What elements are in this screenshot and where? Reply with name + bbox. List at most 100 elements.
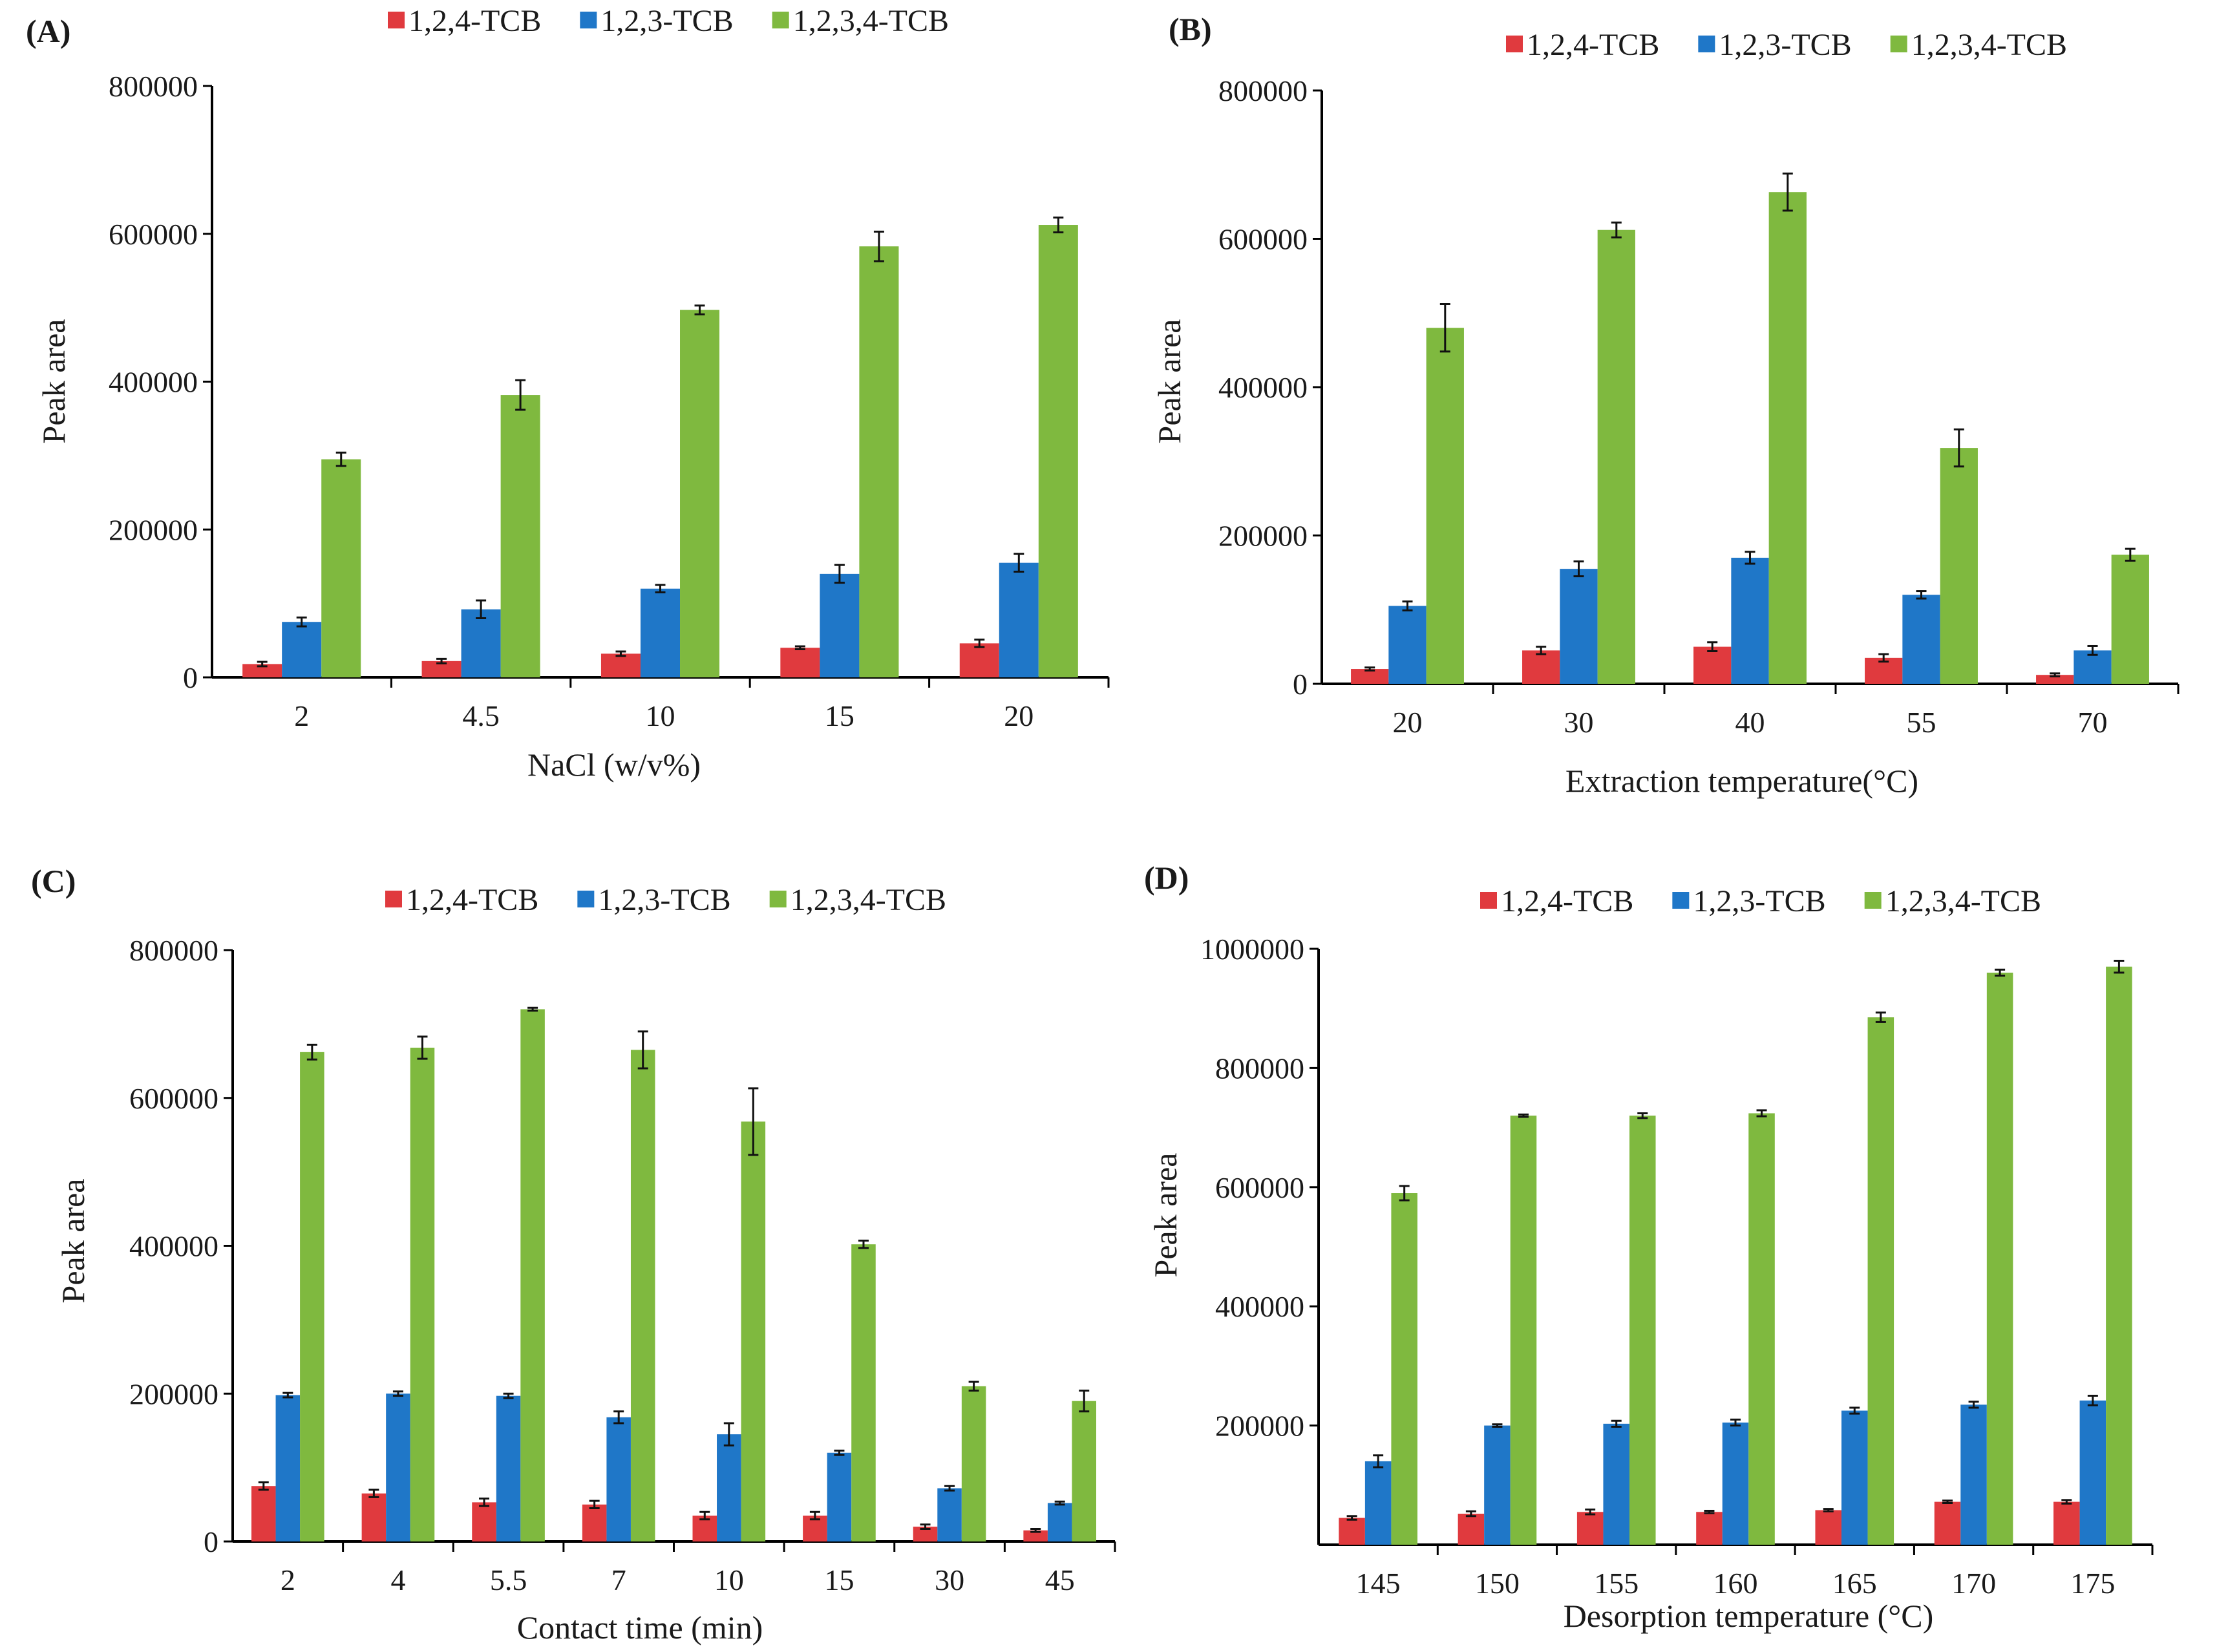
bar-1-2-3-TCB-7 <box>606 1417 631 1541</box>
y-tick-label: 400000 <box>1215 1290 1304 1323</box>
bar-1-2-3-4-TCB-30 <box>1597 229 1635 684</box>
panel-label: (C) <box>31 863 76 899</box>
bar-1-2-3-4-TCB-175 <box>2106 966 2132 1545</box>
bar-1-2-3-4-TCB-2 <box>321 459 361 677</box>
y-tick-label: 1000000 <box>1200 933 1304 966</box>
bar-1-2-3-TCB-15 <box>827 1452 852 1541</box>
bar-1-2-3-TCB-4.5 <box>461 609 501 677</box>
bar-1-2-3-4-TCB-165 <box>1867 1017 1894 1545</box>
chart-panel-2: (C) 1,2,4-TCB 1,2,3-TCB 1,2,3,4-TCB 0 200000 4… <box>31 863 1116 1646</box>
bar-1-2-3-4-TCB-170 <box>1986 972 2013 1545</box>
y-tick-label: 200000 <box>1215 1410 1304 1443</box>
legend-swatch <box>1480 892 1497 909</box>
x-tick-label: 4 <box>390 1563 405 1596</box>
x-tick-label: 55 <box>1907 706 1936 739</box>
x-tick-label: 175 <box>2070 1567 2115 1600</box>
bar-1-2-4-TCB-40 <box>1693 646 1732 684</box>
bar-1-2-3-TCB-10 <box>717 1434 741 1541</box>
bar-1-2-3-TCB-55 <box>1902 595 1940 684</box>
y-tick-label: 800000 <box>1218 74 1308 107</box>
x-tick-label: 20 <box>1004 699 1034 732</box>
bar-1-2-3-4-TCB-4 <box>410 1047 435 1541</box>
bar-1-2-3-4-TCB-155 <box>1629 1116 1656 1545</box>
bar-1-2-4-TCB-175 <box>2053 1501 2080 1545</box>
bar-1-2-3-TCB-2 <box>282 622 322 677</box>
legend-label: 1,2,4-TCB <box>1527 28 1659 62</box>
x-tick-label: 30 <box>1564 706 1594 739</box>
x-tick-label: 160 <box>1713 1567 1758 1600</box>
legend-label: 1,2,3,4-TCB <box>793 4 949 38</box>
bar-1-2-3-TCB-4 <box>386 1393 410 1541</box>
x-tick-label: 40 <box>1735 706 1765 739</box>
legend-label: 1,2,3-TCB <box>598 883 730 917</box>
x-tick-label: 15 <box>825 699 854 732</box>
x-tick-label: 45 <box>1045 1563 1075 1596</box>
bar-1-2-3-4-TCB-15 <box>851 1244 876 1541</box>
y-tick-label: 400000 <box>129 1230 218 1263</box>
bar-1-2-3-4-TCB-2 <box>300 1052 324 1541</box>
bar-1-2-3-TCB-40 <box>1731 557 1769 684</box>
x-tick-label: 145 <box>1356 1567 1401 1600</box>
bar-1-2-3-4-TCB-10 <box>680 310 720 677</box>
bar-1-2-3-4-TCB-145 <box>1391 1193 1417 1545</box>
y-axis-title: Peak area <box>36 319 72 444</box>
x-tick-label: 170 <box>1951 1567 1996 1600</box>
y-tick-label: 0 <box>204 1525 218 1558</box>
legend-label: 1,2,4-TCB <box>1501 884 1633 918</box>
y-tick-label: 800000 <box>109 70 198 103</box>
legend-swatch <box>1864 892 1882 909</box>
bar-1-2-4-TCB-2 <box>242 664 282 677</box>
legend-swatch <box>577 891 595 907</box>
bar-1-2-3-4-TCB-7 <box>630 1050 655 1541</box>
bar-1-2-3-4-TCB-30 <box>961 1386 986 1541</box>
bar-1-2-3-TCB-10 <box>640 588 681 677</box>
bar-1-2-4-TCB-5.5 <box>472 1502 496 1541</box>
y-tick-label: 200000 <box>129 1377 218 1410</box>
legend-label: 1,2,4-TCB <box>408 4 541 38</box>
x-tick-label: 20 <box>1393 706 1423 739</box>
bar-1-2-4-TCB-7 <box>582 1504 607 1541</box>
bar-1-2-4-TCB-70 <box>2036 675 2074 684</box>
y-axis-title: Peak area <box>1147 1153 1183 1278</box>
x-axis-title: NaCl (w/v%) <box>527 747 701 783</box>
y-tick-label: 600000 <box>109 218 198 251</box>
bar-1-2-3-TCB-175 <box>2079 1400 2106 1545</box>
legend-swatch <box>1506 36 1523 52</box>
x-tick-label: 10 <box>714 1563 744 1596</box>
bar-1-2-4-TCB-150 <box>1458 1514 1485 1545</box>
y-tick-label: 600000 <box>1218 223 1308 256</box>
bar-1-2-3-TCB-170 <box>1960 1404 1987 1545</box>
bar-1-2-4-TCB-155 <box>1576 1512 1604 1545</box>
y-tick-label: 0 <box>183 661 198 694</box>
bar-1-2-4-TCB-170 <box>1934 1501 1961 1545</box>
legend-label: 1,2,3-TCB <box>1693 884 1825 918</box>
bar-1-2-3-TCB-45 <box>1047 1503 1072 1541</box>
bar-1-2-4-TCB-10 <box>600 653 641 677</box>
bar-1-2-4-TCB-45 <box>1023 1530 1048 1541</box>
bar-1-2-3-TCB-155 <box>1603 1423 1629 1545</box>
bar-1-2-3-4-TCB-70 <box>2111 555 2149 684</box>
bar-1-2-3-TCB-15 <box>820 573 860 677</box>
legend-swatch <box>772 12 789 28</box>
bar-1-2-4-TCB-20 <box>1351 669 1389 684</box>
bar-1-2-4-TCB-20 <box>959 643 999 677</box>
bar-1-2-3-TCB-5.5 <box>496 1395 521 1541</box>
x-tick-label: 165 <box>1832 1567 1877 1600</box>
bar-1-2-3-4-TCB-55 <box>1940 448 1978 684</box>
bar-1-2-3-TCB-150 <box>1484 1425 1511 1545</box>
y-tick-label: 600000 <box>1215 1171 1304 1204</box>
x-tick-label: 4.5 <box>462 699 500 732</box>
y-tick-label: 200000 <box>1218 520 1308 553</box>
legend-swatch <box>769 891 787 907</box>
y-tick-label: 400000 <box>1218 371 1308 404</box>
bar-1-2-3-4-TCB-5.5 <box>520 1009 545 1541</box>
bar-1-2-3-4-TCB-45 <box>1072 1401 1096 1541</box>
x-tick-label: 2 <box>281 1563 295 1596</box>
bar-1-2-4-TCB-30 <box>913 1527 938 1541</box>
y-tick-label: 400000 <box>109 366 198 399</box>
panel-label: (B) <box>1169 11 1212 47</box>
bar-1-2-4-TCB-4 <box>361 1493 387 1541</box>
y-axis-title: Peak area <box>55 1179 91 1304</box>
bar-1-2-3-4-TCB-15 <box>859 246 899 678</box>
x-tick-label: 10 <box>646 699 675 732</box>
